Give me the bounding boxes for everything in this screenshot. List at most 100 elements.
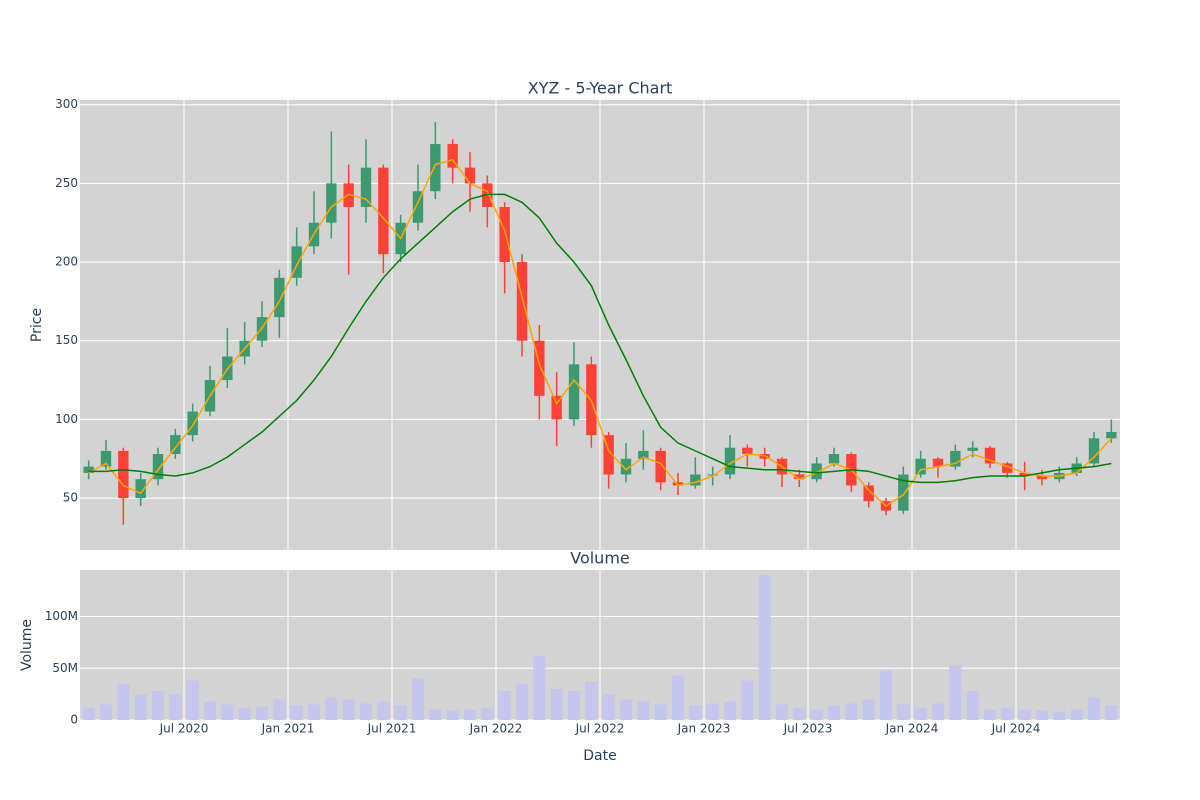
volume-bar: [377, 701, 390, 720]
volume-bar: [689, 705, 702, 720]
candle-body: [1019, 472, 1030, 477]
volume-bar: [533, 655, 546, 720]
volume-bar: [359, 703, 373, 720]
volume-bar: [966, 691, 979, 720]
volume-bar: [931, 703, 945, 720]
volume-bar: [134, 694, 147, 720]
x-tick-label: Jan 2024: [885, 722, 939, 736]
candle-body: [915, 458, 926, 475]
volume-bar: [723, 701, 737, 720]
candle-body: [430, 144, 441, 192]
volume-bar: [879, 670, 893, 720]
candle-body: [672, 482, 684, 486]
volume-bar: [706, 703, 719, 720]
candle-body: [742, 447, 753, 455]
candle-body: [950, 450, 961, 467]
volume-bar: [515, 683, 529, 720]
x-tick-label: Jul 2022: [575, 722, 625, 736]
candle-body: [967, 447, 978, 451]
volume-bar: [1070, 709, 1083, 720]
y-tick-label: 200: [55, 255, 78, 269]
y-tick-label: 250: [55, 176, 78, 190]
volume-bar: [1087, 697, 1101, 720]
volume-bar: [342, 699, 355, 720]
volume-bar: [845, 703, 858, 720]
volume-bar: [117, 683, 130, 720]
candle-body: [534, 340, 545, 396]
candle-body: [638, 450, 649, 459]
y-tick-label: 300: [55, 97, 78, 111]
candle-body: [360, 167, 372, 207]
candle-body: [464, 167, 476, 184]
volume-bar: [1035, 710, 1049, 720]
candle-body: [707, 474, 718, 476]
candle-body: [118, 450, 129, 499]
candle-body: [152, 454, 164, 480]
volume-bar: [550, 688, 563, 720]
volume-title: Volume: [570, 549, 630, 568]
volume-bar: [983, 709, 997, 720]
volume-bar: [221, 704, 234, 720]
candle-body: [1106, 431, 1117, 439]
y-tick-label: 100M: [45, 609, 78, 623]
volume-bar: [255, 706, 269, 720]
volume-bar: [1018, 709, 1031, 720]
volume-bar: [82, 707, 95, 720]
volume-bar: [914, 707, 927, 720]
candle-body: [378, 167, 389, 255]
volume-bar: [637, 701, 650, 720]
candle-body: [83, 466, 94, 473]
volume-bar: [325, 697, 338, 720]
volume-bar: [151, 691, 165, 720]
candle-body: [603, 435, 614, 475]
volume-bar: [1053, 711, 1066, 720]
candle-body: [568, 364, 580, 420]
volume-bar: [307, 704, 321, 720]
candle-body: [326, 183, 337, 223]
volume-bar: [238, 707, 251, 720]
volume-bar: [793, 707, 806, 720]
x-axis-title: Date: [583, 748, 616, 764]
candle-body: [1036, 476, 1048, 480]
volume-bar: [671, 675, 685, 720]
y-tick-label: 0: [70, 713, 78, 727]
x-tick-label: Jan 2022: [469, 722, 523, 736]
candle-body: [724, 447, 736, 475]
volume-bar: [394, 705, 407, 720]
volume-bar: [1001, 707, 1014, 720]
volume-bar: [810, 709, 823, 720]
y-axis-title: Price: [29, 308, 45, 342]
volume-bar: [99, 704, 113, 720]
candle-body: [898, 474, 909, 511]
candle-body: [274, 277, 285, 318]
candle-body: [135, 479, 146, 499]
y-tick-label: 150: [55, 333, 78, 347]
volume-bar: [897, 704, 910, 720]
candle-body: [1088, 438, 1100, 464]
y-tick-label: 50M: [52, 661, 78, 675]
candle-body: [811, 463, 822, 480]
x-tick-label: Jul 2021: [367, 722, 417, 736]
volume-bar: [654, 704, 667, 720]
candle-body: [516, 262, 528, 341]
volume-bar: [481, 707, 494, 720]
volume-bar: [775, 704, 789, 720]
volume-bar: [186, 680, 199, 720]
candle-body: [170, 435, 181, 455]
y-tick-label: 100: [55, 412, 78, 426]
candle-body: [100, 450, 112, 467]
candle-body: [447, 144, 458, 168]
moving-average-line: [88, 193, 1112, 484]
x-tick-label: Jan 2021: [261, 722, 315, 736]
volume-bar: [585, 681, 598, 720]
candle-body: [984, 447, 996, 464]
x-tick-label: Jul 2023: [783, 722, 833, 736]
volume-bar: [602, 694, 615, 720]
candle-body: [187, 411, 198, 436]
candle-body: [794, 474, 805, 480]
volume-bar: [827, 705, 841, 720]
volume-bar: [1105, 705, 1118, 720]
candle-body: [412, 191, 424, 223]
